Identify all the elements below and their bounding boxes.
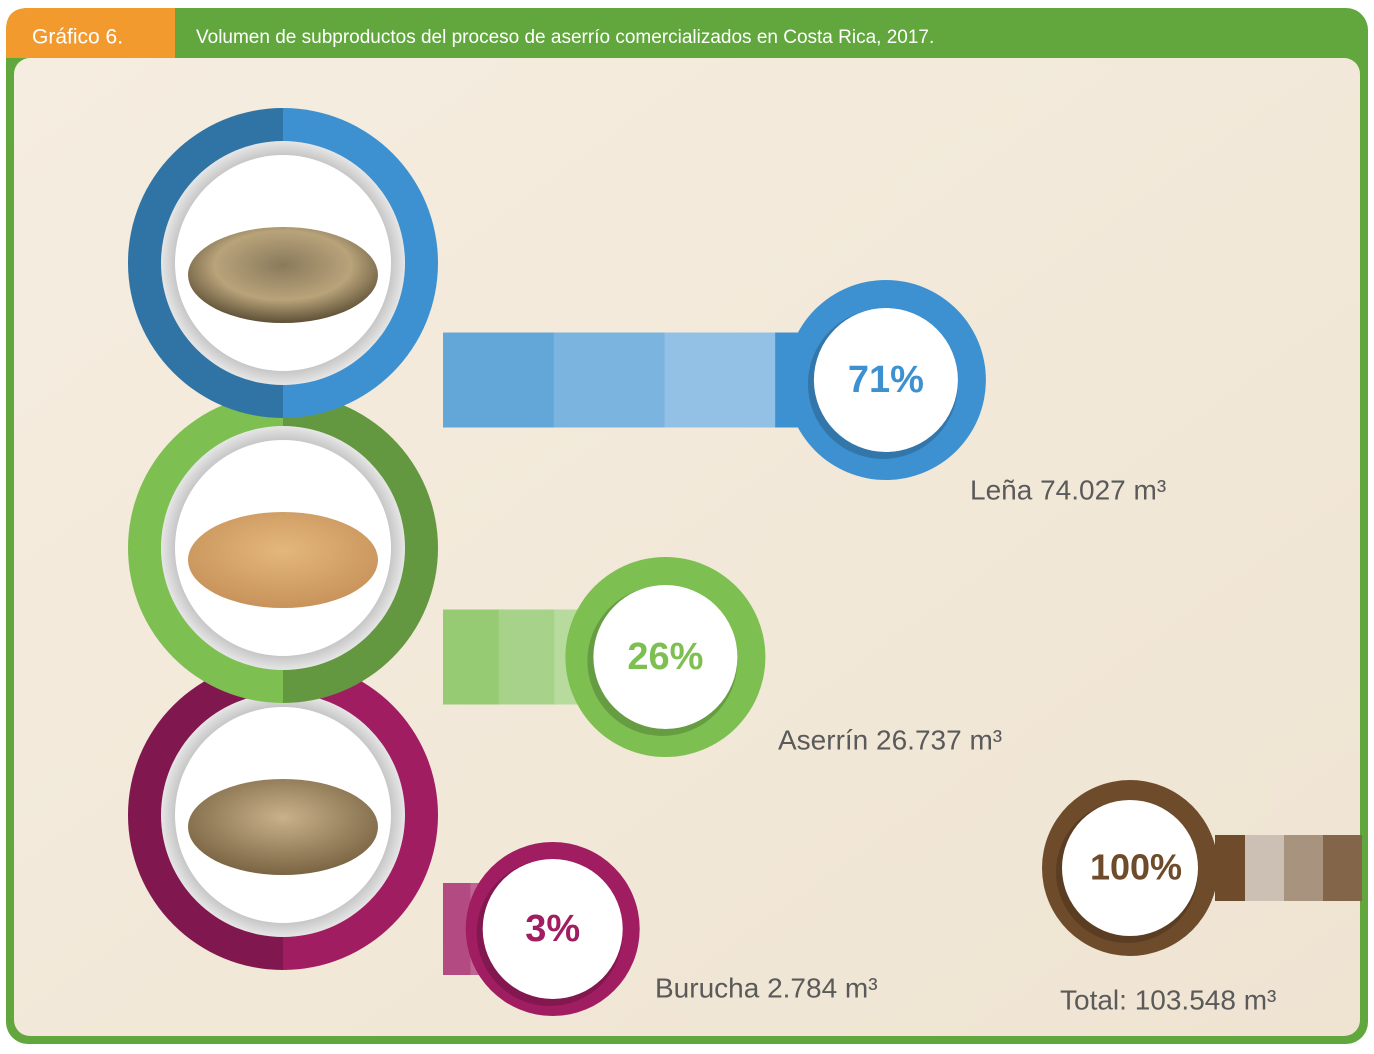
value-label: 26% bbox=[627, 636, 703, 678]
value-label: 71% bbox=[848, 359, 924, 401]
bar-segment bbox=[554, 333, 665, 428]
value-label: 3% bbox=[525, 908, 580, 950]
category-label: Leña 74.027 m³ bbox=[970, 474, 1166, 505]
page: Gráfico 6. Volumen de subproductos del p… bbox=[0, 0, 1374, 1049]
photo-pile bbox=[188, 512, 378, 608]
photo-pile bbox=[188, 227, 378, 323]
bar-segment bbox=[499, 610, 555, 705]
photo-pile bbox=[188, 779, 378, 875]
bar-segment bbox=[664, 333, 775, 428]
value-label: 100% bbox=[1090, 847, 1182, 888]
total-label: Total: 103.548 m³ bbox=[1060, 984, 1276, 1015]
bar-segment bbox=[1245, 835, 1284, 901]
chart-title: Volumen de subproductos del proceso de a… bbox=[196, 27, 934, 48]
bar-segment bbox=[443, 610, 499, 705]
bar-segment bbox=[1323, 835, 1362, 901]
category-label: Aserrín 26.737 m³ bbox=[778, 724, 1002, 755]
category-label: Burucha 2.784 m³ bbox=[655, 972, 878, 1003]
chart: Gráfico 6. Volumen de subproductos del p… bbox=[0, 0, 1374, 1049]
bar-segment bbox=[1284, 835, 1323, 901]
bar-segment bbox=[443, 333, 554, 428]
tab-label: Gráfico 6. bbox=[32, 26, 123, 49]
